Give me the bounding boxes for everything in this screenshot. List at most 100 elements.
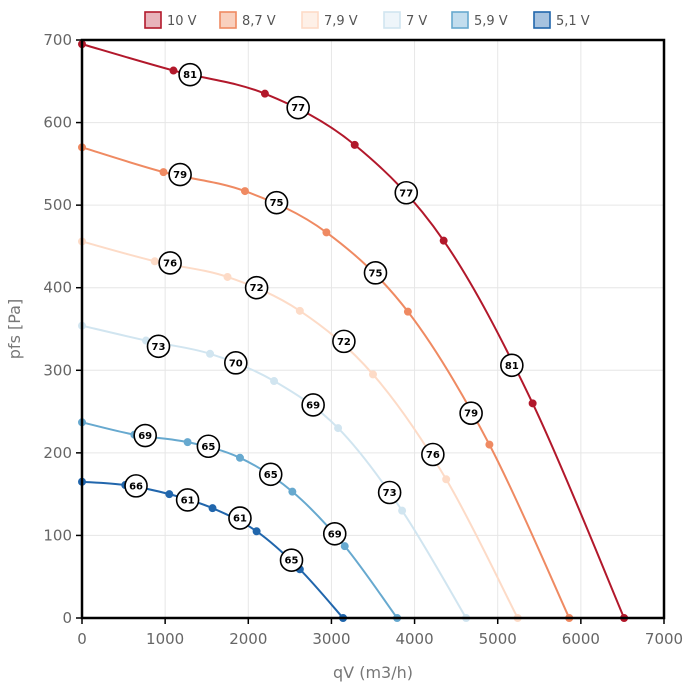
grid (81, 39, 665, 619)
annotation-bubble (301, 393, 325, 417)
annotation-label: 76 (426, 450, 440, 461)
annotation-bubble (286, 95, 310, 120)
data-point (150, 257, 159, 266)
legend-label: 7,9 V (324, 14, 358, 29)
annotation-bubble (279, 548, 304, 573)
annotation-label: 75 (369, 268, 383, 279)
series-7-v: 73 70 69 73 (78, 321, 471, 622)
data-point (206, 349, 215, 358)
annotation-bubble (363, 261, 388, 285)
legend-item-5-1-v[interactable]: 5,1 V (533, 11, 590, 29)
annotation-bubble (258, 462, 283, 487)
data-point (340, 542, 349, 551)
legend-swatch (301, 11, 319, 29)
legend-item-5-9-v[interactable]: 5,9 V (451, 11, 508, 29)
data-point (235, 453, 244, 462)
data-point (240, 187, 249, 196)
axis-ticks: 0 1000 2000 3000 4000 5000 6000 7000 0 100 200 300 4… (43, 31, 683, 648)
annotation-label: 81 (183, 70, 197, 81)
legend-swatch (451, 11, 469, 29)
annotation-label: 70 (229, 358, 243, 369)
annotation-label: 72 (337, 337, 351, 348)
annotation-bubble (175, 488, 200, 512)
x-tick-label: 2000 (229, 630, 267, 648)
annotation-bubble (168, 162, 192, 187)
annotation-bubble (421, 442, 445, 467)
y-tick-label: 300 (43, 361, 72, 379)
annotation-label: 69 (328, 529, 342, 540)
annotation-label: 79 (464, 409, 478, 420)
annotation-bubble (158, 251, 182, 275)
legend-label: 5,1 V (556, 14, 590, 29)
data-point (369, 370, 377, 379)
annotation-bubble (459, 401, 483, 426)
series-line (81, 43, 626, 619)
x-tick-label: 1000 (146, 630, 184, 648)
y-tick-label: 500 (43, 196, 72, 214)
series-5-9-v: 69 65 65 69 (78, 418, 402, 622)
plot-frame (80, 38, 666, 620)
annotation-label: 69 (138, 431, 152, 442)
legend-label: 10 V (167, 14, 197, 29)
data-point (159, 168, 168, 177)
data-point (398, 506, 407, 515)
annotation-label: 66 (129, 481, 143, 492)
annotation-bubble (133, 423, 157, 448)
annotation-bubble (224, 351, 248, 375)
x-tick-label: 3000 (312, 630, 350, 648)
annotation-label: 69 (306, 400, 320, 411)
annotation-bubble (377, 480, 402, 505)
annotation-label: 79 (173, 170, 187, 181)
legend-item-8-7-v[interactable]: 8,7 V (219, 11, 276, 29)
y-tick-label: 600 (43, 114, 72, 132)
legend-swatch (383, 11, 401, 29)
series-layer: 8177778179757579767272767370697369656569… (78, 40, 629, 622)
annotation-label: 65 (264, 470, 278, 481)
data-point (169, 66, 178, 75)
annotation-label: 77 (399, 188, 413, 199)
data-point (403, 307, 412, 316)
data-point (165, 490, 174, 499)
y-tick-label: 200 (43, 444, 72, 462)
legend-label: 5,9 V (474, 14, 508, 29)
x-tick-label: 6000 (562, 630, 600, 648)
data-point (485, 440, 494, 449)
y-tick-label: 700 (43, 31, 72, 49)
series-7-9-v: 76 72 72 76 (78, 237, 522, 622)
data-point (295, 306, 304, 315)
legend-item-10-v[interactable]: 10 V (144, 11, 197, 29)
legend-item-7-9-v[interactable]: 7,9 V (301, 11, 358, 29)
series-5-1-v: 66 61 61 65 (78, 474, 348, 622)
data-point (350, 140, 359, 149)
annotation-label: 73 (383, 488, 397, 499)
annotation-label: 72 (250, 283, 264, 294)
x-tick-label: 0 (77, 630, 87, 648)
annotation-label: 61 (181, 495, 195, 506)
y-tick-label: 0 (62, 609, 72, 627)
data-point (334, 424, 343, 433)
annotation-bubble (228, 506, 252, 530)
legend-item-7-v[interactable]: 7 V (383, 11, 427, 29)
x-tick-label: 7000 (645, 630, 683, 648)
annotation-bubble (244, 275, 269, 300)
series-line (81, 146, 571, 619)
data-point (322, 228, 331, 237)
x-tick-label: 4000 (395, 630, 433, 648)
annotation-bubble (332, 329, 356, 354)
annotation-bubble (394, 180, 419, 205)
legend-swatch (144, 11, 162, 29)
annotation-bubble (196, 434, 221, 459)
annotation-label: 76 (163, 258, 177, 269)
annotation-bubble (146, 334, 171, 359)
x-tick-label: 5000 (479, 630, 517, 648)
data-point (442, 475, 451, 484)
annotation-label: 75 (270, 198, 284, 209)
annotation-label: 65 (285, 556, 299, 567)
annotation-bubble (500, 353, 524, 378)
y-tick-label: 100 (43, 526, 72, 544)
annotation-label: 61 (233, 514, 247, 525)
annotation-label: 65 (201, 442, 215, 453)
series-8-7-v: 79 75 75 79 (78, 143, 574, 622)
data-point (270, 377, 279, 386)
annotation-label: 77 (291, 103, 305, 114)
